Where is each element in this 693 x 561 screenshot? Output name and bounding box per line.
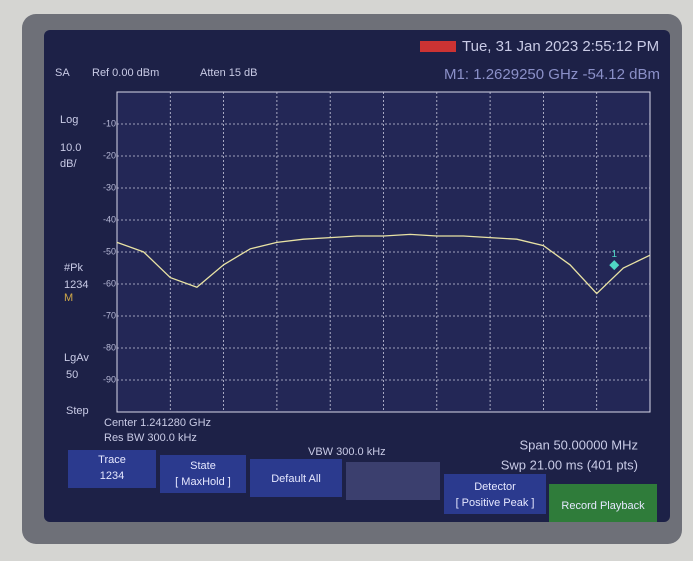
sweep: Swp 21.00 ms (401 pts)	[501, 457, 638, 472]
status-icon	[420, 41, 456, 52]
per-div-unit: dB/	[60, 158, 77, 170]
marker	[609, 260, 620, 271]
softkey[interactable]	[250, 459, 342, 497]
y-tick-label: -80	[103, 342, 116, 352]
mode: SA	[55, 67, 70, 79]
softkey-title: Detector	[474, 481, 516, 493]
softkey-value: [ MaxHold ]	[175, 476, 231, 488]
softkey-title: Record Playback	[561, 500, 645, 512]
softkey-value: 1234	[100, 470, 124, 482]
per-div: 10.0	[60, 142, 81, 154]
ref-level: Ref 0.00 dBm	[92, 67, 159, 79]
average-count: 50	[66, 369, 78, 381]
vbw: VBW 300.0 kHz	[308, 446, 386, 458]
marker-readout: M1: 1.2629250 GHz -54.12 dBm	[444, 66, 660, 83]
trace	[116, 233, 651, 295]
y-tick-label: -50	[103, 246, 116, 256]
y-tick-label: -40	[103, 214, 116, 224]
y-tick-label: -90	[103, 374, 116, 384]
softkey[interactable]	[444, 474, 546, 514]
detector-mode: #Pk	[64, 262, 83, 274]
softkey-title: Trace	[98, 454, 126, 466]
softkey[interactable]	[68, 450, 156, 488]
y-tick-label: -60	[103, 278, 116, 288]
softkey-value: [ Positive Peak ]	[456, 497, 535, 509]
y-tick-label: -20	[103, 150, 116, 160]
softkey[interactable]	[549, 484, 657, 522]
marker-label: 1	[611, 249, 617, 260]
center: Center 1.241280 GHz	[104, 417, 211, 429]
traces: 1234	[64, 279, 88, 291]
attenuation: Atten 15 dB	[200, 67, 258, 79]
y-tick-label: -70	[103, 310, 116, 320]
y-tick-label: -30	[103, 182, 116, 192]
softkey[interactable]	[346, 462, 440, 500]
scale: Log	[60, 114, 78, 126]
average: LgAv	[64, 352, 89, 364]
softkey-title: State	[190, 460, 216, 472]
softkeys: Trace 1234 State [ MaxHold ] Default All…	[68, 450, 657, 522]
y-tick-label: -10	[103, 118, 116, 128]
span: Span 50.00000 MHz	[519, 437, 638, 452]
trace-mode: M	[64, 292, 73, 304]
softkey[interactable]	[160, 455, 246, 493]
softkey-title: Default All	[271, 473, 321, 485]
rbw: Res BW 300.0 kHz	[104, 432, 197, 444]
datetime: Tue, 31 Jan 2023 2:55:12 PM	[462, 38, 659, 55]
step: Step	[66, 405, 89, 417]
